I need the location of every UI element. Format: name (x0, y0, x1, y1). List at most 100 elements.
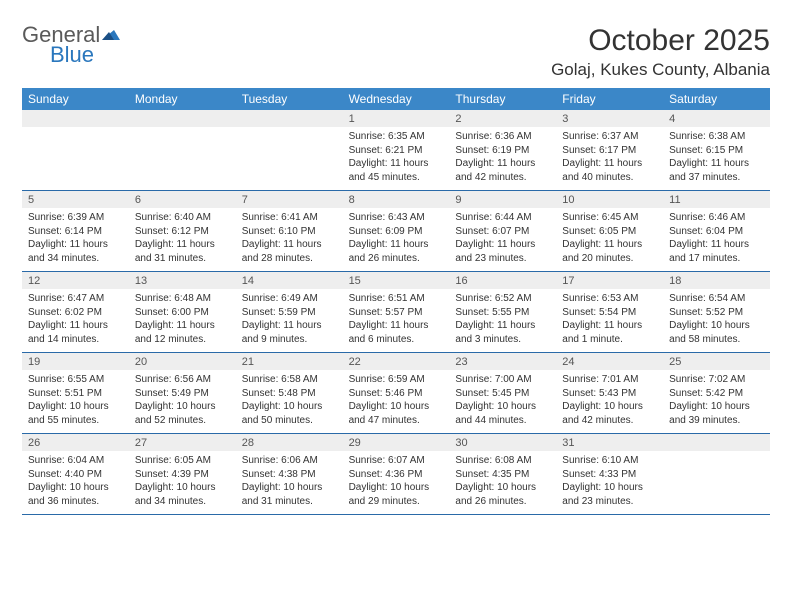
weekday-header: Thursday (449, 88, 556, 110)
calendar: SundayMondayTuesdayWednesdayThursdayFrid… (22, 88, 770, 515)
day-detail-line: and 37 minutes. (669, 171, 766, 185)
day-detail-line: and 58 minutes. (669, 333, 766, 347)
day-number: 21 (236, 356, 254, 368)
day-detail-line: and 42 minutes. (562, 414, 659, 428)
logo-text-blue: Blue (50, 42, 124, 68)
day-detail-line: Daylight: 11 hours (669, 238, 766, 252)
day-details: Sunrise: 6:52 AMSunset: 5:55 PMDaylight:… (449, 289, 556, 352)
day-detail-line: Sunrise: 6:41 AM (242, 211, 339, 225)
day-detail-line: Sunrise: 6:04 AM (28, 454, 125, 468)
day-number: 19 (22, 356, 40, 368)
day-details: Sunrise: 6:54 AMSunset: 5:52 PMDaylight:… (663, 289, 770, 352)
day-detail-line: and 23 minutes. (455, 252, 552, 266)
day-number-bar: 13 (129, 272, 236, 289)
day-details: Sunrise: 6:38 AMSunset: 6:15 PMDaylight:… (663, 127, 770, 190)
day-detail-line: and 26 minutes. (455, 495, 552, 509)
day-number-bar: 18 (663, 272, 770, 289)
day-number-bar: 23 (449, 353, 556, 370)
calendar-day-cell: 16Sunrise: 6:52 AMSunset: 5:55 PMDayligh… (449, 272, 556, 352)
day-detail-line: and 31 minutes. (242, 495, 339, 509)
day-detail-line: Sunrise: 6:45 AM (562, 211, 659, 225)
day-detail-line: Sunset: 5:43 PM (562, 387, 659, 401)
day-number-bar: 31 (556, 434, 663, 451)
day-details: Sunrise: 6:53 AMSunset: 5:54 PMDaylight:… (556, 289, 663, 352)
day-details: Sunrise: 6:35 AMSunset: 6:21 PMDaylight:… (343, 127, 450, 190)
calendar-day-cell: 24Sunrise: 7:01 AMSunset: 5:43 PMDayligh… (556, 353, 663, 433)
weekday-header-row: SundayMondayTuesdayWednesdayThursdayFrid… (22, 88, 770, 110)
day-number-bar: 5 (22, 191, 129, 208)
day-details: Sunrise: 6:36 AMSunset: 6:19 PMDaylight:… (449, 127, 556, 190)
day-number: 2 (449, 113, 461, 125)
calendar-day-cell (663, 434, 770, 514)
day-detail-line: Sunset: 6:10 PM (242, 225, 339, 239)
day-number-bar: 7 (236, 191, 343, 208)
day-detail-line: and 9 minutes. (242, 333, 339, 347)
day-detail-line: Sunrise: 6:39 AM (28, 211, 125, 225)
day-detail-line: Daylight: 10 hours (28, 481, 125, 495)
day-detail-line: Sunrise: 6:07 AM (349, 454, 446, 468)
day-detail-line: Daylight: 11 hours (562, 319, 659, 333)
calendar-day-cell: 17Sunrise: 6:53 AMSunset: 5:54 PMDayligh… (556, 272, 663, 352)
day-number-bar (22, 110, 129, 127)
day-detail-line: Daylight: 10 hours (669, 319, 766, 333)
calendar-day-cell: 21Sunrise: 6:58 AMSunset: 5:48 PMDayligh… (236, 353, 343, 433)
day-detail-line: Daylight: 11 hours (242, 319, 339, 333)
day-number-bar: 4 (663, 110, 770, 127)
calendar-week-row: 19 Sunrise: 6:55 AMSunset: 5:51 PMDayligh… (22, 353, 770, 434)
day-details: Sunrise: 6:55 AMSunset: 5:51 PMDaylight:… (22, 370, 129, 433)
day-number-bar: 30 (449, 434, 556, 451)
day-details: Sunrise: 7:02 AMSunset: 5:42 PMDaylight:… (663, 370, 770, 433)
day-number: 22 (343, 356, 361, 368)
title-block: October 2025 Golaj, Kukes County, Albani… (551, 24, 770, 80)
weekday-header: Tuesday (236, 88, 343, 110)
day-detail-line: Sunset: 5:55 PM (455, 306, 552, 320)
day-detail-line: Sunset: 5:45 PM (455, 387, 552, 401)
day-detail-line: Sunset: 5:52 PM (669, 306, 766, 320)
day-detail-line: and 26 minutes. (349, 252, 446, 266)
day-number-bar: 1 (343, 110, 450, 127)
day-detail-line: Sunrise: 6:43 AM (349, 211, 446, 225)
day-detail-line: Sunset: 5:54 PM (562, 306, 659, 320)
day-detail-line: Sunset: 5:46 PM (349, 387, 446, 401)
day-detail-line: and 47 minutes. (349, 414, 446, 428)
day-number: 14 (236, 275, 254, 287)
day-detail-line: and 20 minutes. (562, 252, 659, 266)
day-details: Sunrise: 6:08 AMSunset: 4:35 PMDaylight:… (449, 451, 556, 514)
day-detail-line: Sunset: 6:05 PM (562, 225, 659, 239)
day-detail-line: Daylight: 10 hours (562, 481, 659, 495)
day-details: Sunrise: 6:43 AMSunset: 6:09 PMDaylight:… (343, 208, 450, 271)
day-number: 5 (22, 194, 34, 206)
day-detail-line: Sunrise: 6:44 AM (455, 211, 552, 225)
day-number-bar: 3 (556, 110, 663, 127)
day-detail-line: and 28 minutes. (242, 252, 339, 266)
calendar-day-cell: 3Sunrise: 6:37 AMSunset: 6:17 PMDaylight… (556, 110, 663, 190)
day-detail-line: and 31 minutes. (135, 252, 232, 266)
day-detail-line: and 29 minutes. (349, 495, 446, 509)
day-number-bar: 27 (129, 434, 236, 451)
day-number-bar: 19 (22, 353, 129, 370)
day-detail-line: Daylight: 10 hours (455, 481, 552, 495)
day-detail-line: Sunrise: 6:35 AM (349, 130, 446, 144)
calendar-day-cell: 31Sunrise: 6:10 AMSunset: 4:33 PMDayligh… (556, 434, 663, 514)
day-details: Sunrise: 6:47 AMSunset: 6:02 PMDaylight:… (22, 289, 129, 352)
day-details: Sunrise: 6:04 AMSunset: 4:40 PMDaylight:… (22, 451, 129, 514)
calendar-day-cell: 6Sunrise: 6:40 AMSunset: 6:12 PMDaylight… (129, 191, 236, 271)
calendar-day-cell: 22Sunrise: 6:59 AMSunset: 5:46 PMDayligh… (343, 353, 450, 433)
calendar-day-cell: 4Sunrise: 6:38 AMSunset: 6:15 PMDaylight… (663, 110, 770, 190)
day-detail-line: Daylight: 10 hours (349, 481, 446, 495)
day-detail-line: and 36 minutes. (28, 495, 125, 509)
day-number-bar: 20 (129, 353, 236, 370)
day-detail-line: Sunset: 4:36 PM (349, 468, 446, 482)
day-number: 10 (556, 194, 574, 206)
calendar-day-cell: 20Sunrise: 6:56 AMSunset: 5:49 PMDayligh… (129, 353, 236, 433)
day-number-bar: 21 (236, 353, 343, 370)
day-number: 20 (129, 356, 147, 368)
day-number: 31 (556, 437, 574, 449)
day-detail-line: Sunset: 5:42 PM (669, 387, 766, 401)
day-detail-line: Daylight: 10 hours (135, 481, 232, 495)
day-detail-line: Sunrise: 6:06 AM (242, 454, 339, 468)
flag-icon (102, 26, 124, 42)
day-details (663, 451, 770, 507)
day-number-bar: 28 (236, 434, 343, 451)
calendar-day-cell (236, 110, 343, 190)
